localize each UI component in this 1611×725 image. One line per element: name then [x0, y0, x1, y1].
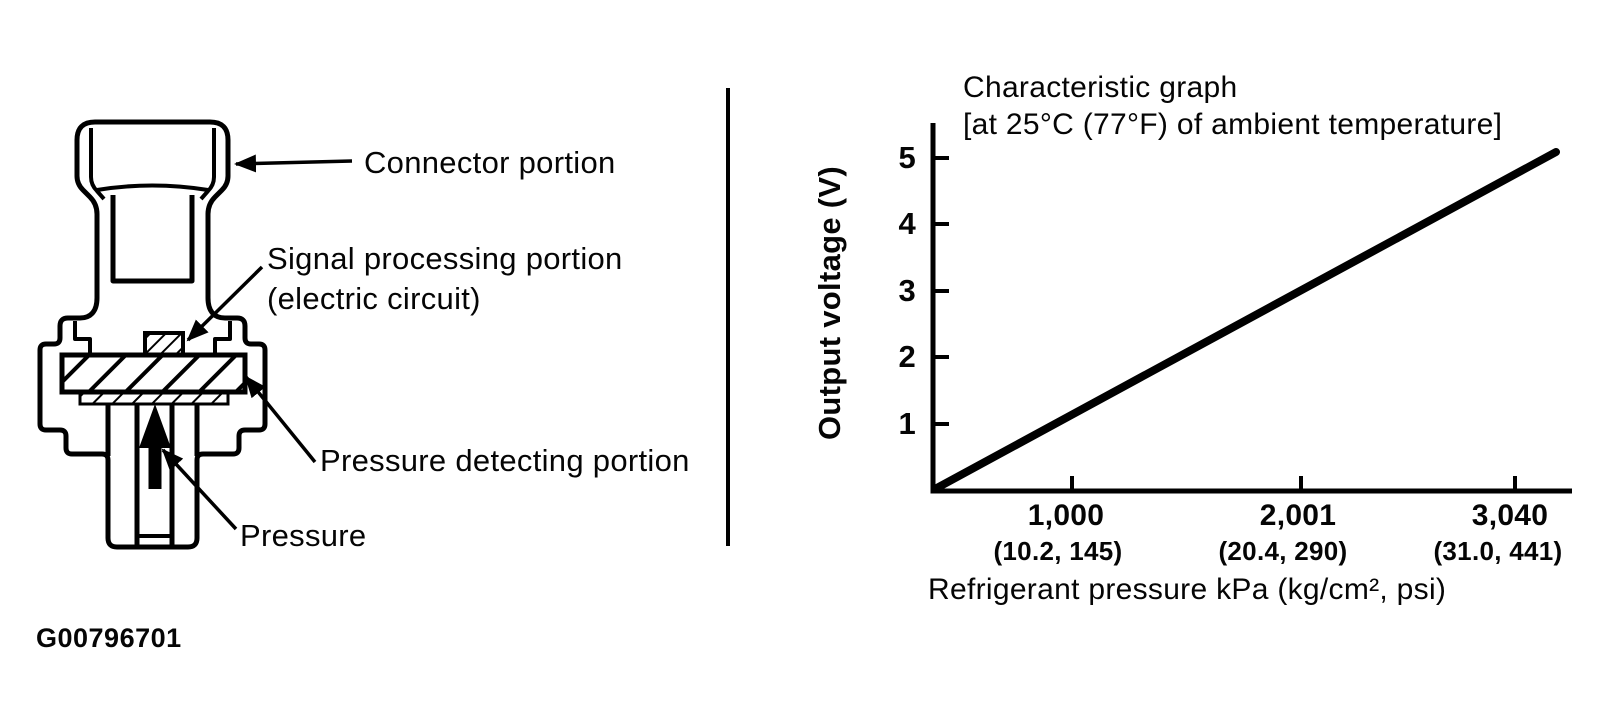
y-tick-label-2: 2	[898, 339, 916, 374]
pressure-flow-arrow	[139, 404, 171, 489]
chart-title: Characteristic graph	[963, 71, 1238, 104]
leader-pressure	[161, 448, 238, 531]
y-tick-label-3: 3	[898, 273, 916, 308]
y-tick-label-5: 5	[898, 140, 916, 175]
y-tick-label-4: 4	[898, 206, 916, 241]
leader-signal-processing	[186, 265, 264, 342]
pressure-label: Pressure	[240, 518, 367, 553]
connector-cavity	[110, 195, 195, 284]
x-tick-sublabel-2001: (20.4, 290)	[1218, 536, 1348, 566]
body-inner-step-left	[73, 321, 92, 354]
body-inner-step-right	[213, 321, 232, 354]
chart-subtitle: [at 25°C (77°F) of ambient temperature]	[963, 108, 1503, 141]
connector-inner-wall-left	[89, 128, 106, 201]
connector-back-line	[96, 183, 209, 192]
signal-processing-label-line2: (electric circuit)	[267, 281, 481, 316]
x-tick-sublabel-1000: (10.2, 145)	[993, 536, 1123, 566]
signal-processing-label: Signal processing portion (electric circ…	[267, 239, 623, 319]
diaphragm-hatch-band	[59, 352, 248, 395]
chart-y-axis-label: Output voltage (V)	[812, 165, 847, 441]
pressure-detecting-label: Pressure detecting portion	[320, 443, 690, 478]
y-tick-label-1: 1	[898, 406, 916, 441]
connector-inner-wall-right	[199, 128, 216, 201]
connector-portion-label: Connector portion	[364, 145, 616, 180]
chart-series-line	[931, 148, 1560, 493]
signal-circuit-hatch	[143, 331, 185, 357]
x-tick-label-1000: 1,000	[1027, 499, 1105, 532]
leader-connector	[234, 154, 353, 173]
signal-processing-label-line1: Signal processing portion	[267, 241, 623, 276]
chart-x-axis-label: Refrigerant pressure kPa (kg/cm², psi)	[928, 573, 1447, 606]
x-tick-label-2001: 2,001	[1259, 499, 1337, 532]
x-tick-label-3040: 3,040	[1471, 499, 1549, 532]
x-tick-sublabel-3040: (31.0, 441)	[1433, 536, 1563, 566]
figure-code: G00796701	[36, 623, 182, 653]
diaphragm-hatch-strip	[78, 390, 230, 406]
leader-pressure-detecting	[244, 375, 317, 464]
